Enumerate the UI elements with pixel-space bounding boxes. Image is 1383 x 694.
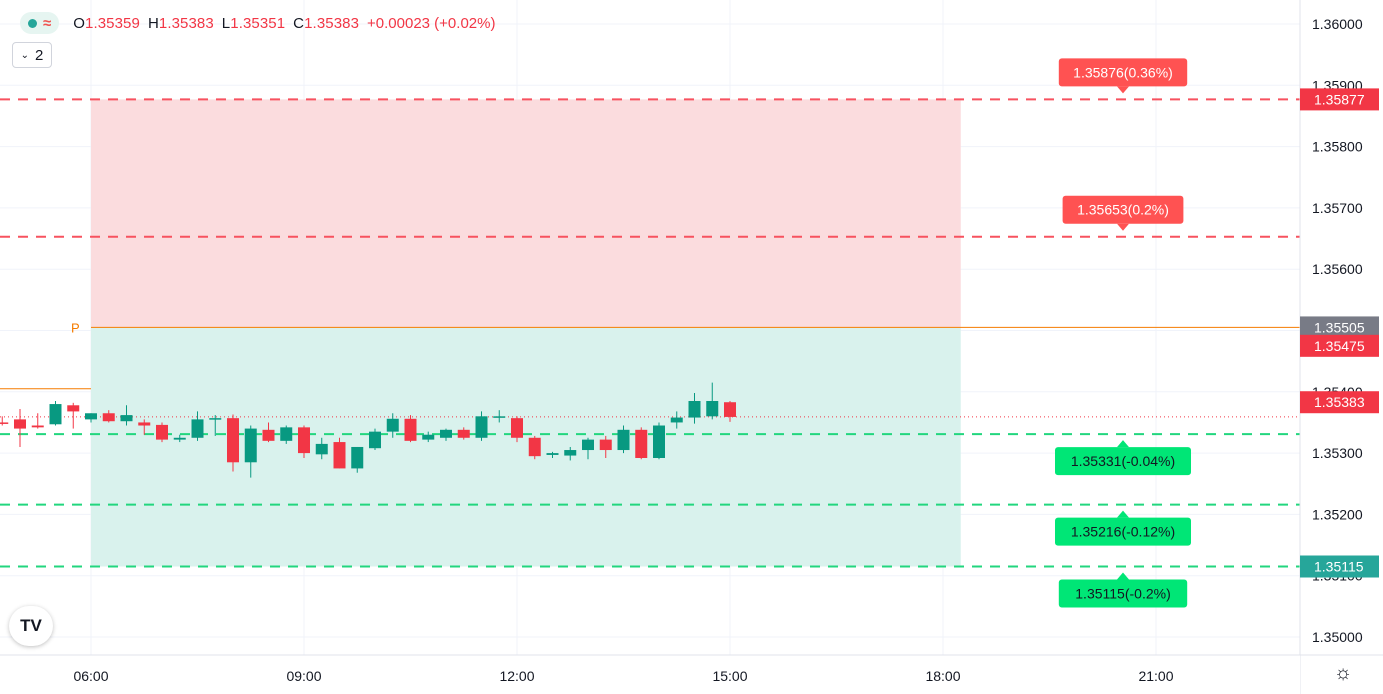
approx-wave-icon: ≈ <box>43 14 52 32</box>
candle[interactable] <box>0 422 9 424</box>
candle[interactable] <box>49 404 62 425</box>
level-label-pointer <box>1117 572 1129 580</box>
legend-open: O1.35359 <box>73 14 140 32</box>
candle[interactable] <box>386 418 399 432</box>
level-label-pointer <box>1117 223 1129 231</box>
candle[interactable] <box>475 416 488 438</box>
tradingview-logo-icon[interactable]: TV <box>9 606 53 646</box>
time-tick-label: 12:00 <box>499 668 534 684</box>
candle[interactable] <box>244 428 257 463</box>
candle[interactable] <box>440 429 452 438</box>
ohlc-legend: ≈ O1.35359 H1.35383 L1.35351 C1.35383 +0… <box>20 12 495 34</box>
price-axis-marker-text: 1.35475 <box>1314 338 1365 354</box>
candle[interactable] <box>85 413 97 420</box>
candle[interactable] <box>422 434 435 440</box>
candle[interactable] <box>617 429 630 451</box>
candle[interactable] <box>209 418 222 420</box>
level-label-box[interactable] <box>1058 58 1188 87</box>
candle[interactable] <box>120 415 133 422</box>
stop-zone[interactable] <box>91 327 961 567</box>
time-tick-label: 18:00 <box>925 668 960 684</box>
candle[interactable] <box>369 431 381 449</box>
price-tick-label: 1.35200 <box>1312 506 1363 522</box>
candle[interactable] <box>457 429 470 438</box>
candle[interactable] <box>706 400 719 417</box>
legend-low: L1.35351 <box>221 14 286 32</box>
status-dot-icon <box>28 18 37 28</box>
indicators-toggle-button[interactable]: ⌄ 2 <box>12 42 52 68</box>
price-axis-marker <box>1300 88 1379 111</box>
price-axis-marker <box>1300 334 1379 357</box>
candle[interactable] <box>493 416 506 418</box>
price-axis-marker <box>1300 555 1379 578</box>
price-axis-marker <box>1300 316 1379 339</box>
legend-high: H1.35383 <box>147 14 214 32</box>
candle[interactable] <box>564 450 577 456</box>
price-tick-label: 1.35700 <box>1312 200 1363 216</box>
price-tick-label: 1.35000 <box>1312 629 1363 645</box>
candle[interactable] <box>138 422 151 426</box>
target-zone[interactable] <box>91 99 961 328</box>
candle[interactable] <box>31 425 44 428</box>
candle[interactable] <box>67 405 80 412</box>
symbol-status-pill[interactable]: ≈ <box>20 12 60 34</box>
price-axis-marker-text: 1.35383 <box>1314 394 1365 410</box>
level-label: 1.35331(-0.04%) <box>1071 453 1175 469</box>
entry-marker: P <box>71 320 80 335</box>
level-label: 1.35115(-0.2%) <box>1075 586 1170 602</box>
price-tick-label: 1.35800 <box>1312 139 1363 155</box>
level-label-pointer <box>1117 440 1129 448</box>
price-axis-marker-text: 1.35115 <box>1314 559 1364 575</box>
candle[interactable] <box>280 427 293 441</box>
level-label-box[interactable] <box>1055 517 1191 546</box>
candle[interactable] <box>333 442 346 469</box>
candle[interactable] <box>351 446 364 469</box>
price-axis-marker-text: 1.35877 <box>1314 91 1365 107</box>
candle[interactable] <box>227 418 239 463</box>
candle[interactable] <box>528 437 541 457</box>
level-label-box[interactable] <box>1058 579 1188 608</box>
price-axis-marker-text: 1.35505 <box>1314 319 1365 335</box>
candle[interactable] <box>404 418 417 441</box>
candle[interactable] <box>102 413 115 422</box>
candle[interactable] <box>262 429 275 441</box>
candle[interactable] <box>511 418 523 438</box>
candle[interactable] <box>14 419 26 429</box>
legend-close: C1.35383 <box>293 14 360 32</box>
time-tick-label: 06:00 <box>73 668 108 684</box>
level-label: 1.35216(-0.12%) <box>1071 524 1175 540</box>
level-label-pointer <box>1117 510 1129 518</box>
candle[interactable] <box>599 439 612 451</box>
legend-change: +0.00023 (+0.02%) <box>367 14 496 32</box>
level-label-box[interactable] <box>1055 447 1191 476</box>
gear-icon[interactable]: ☼ <box>1333 662 1353 684</box>
candle[interactable] <box>191 419 204 438</box>
candle[interactable] <box>724 402 736 417</box>
candle[interactable] <box>173 437 186 440</box>
candle[interactable] <box>156 424 168 440</box>
time-tick-label: 09:00 <box>286 668 321 684</box>
candle[interactable] <box>688 400 701 418</box>
candle[interactable] <box>546 453 559 455</box>
chevron-down-icon: ⌄ <box>20 49 30 61</box>
candle[interactable] <box>582 439 594 451</box>
price-tick-label: 1.36000 <box>1312 16 1363 32</box>
price-tick-label: 1.35600 <box>1312 261 1363 277</box>
candle[interactable] <box>670 417 683 423</box>
price-axis-marker <box>1300 391 1379 414</box>
level-label: 1.35876(0.36%) <box>1073 64 1173 80</box>
level-label-pointer <box>1117 86 1129 94</box>
indicators-count: 2 <box>35 46 44 64</box>
time-axis[interactable] <box>0 655 1300 694</box>
time-tick-label: 15:00 <box>712 668 747 684</box>
candle[interactable] <box>635 429 648 459</box>
level-label-box[interactable] <box>1062 195 1184 224</box>
candle[interactable] <box>298 427 310 454</box>
time-tick-label: 21:00 <box>1138 668 1173 684</box>
price-tick-label: 1.35300 <box>1312 445 1363 461</box>
candle[interactable] <box>315 443 328 455</box>
candle[interactable] <box>653 425 665 459</box>
level-label: 1.35653(0.2%) <box>1077 202 1169 218</box>
